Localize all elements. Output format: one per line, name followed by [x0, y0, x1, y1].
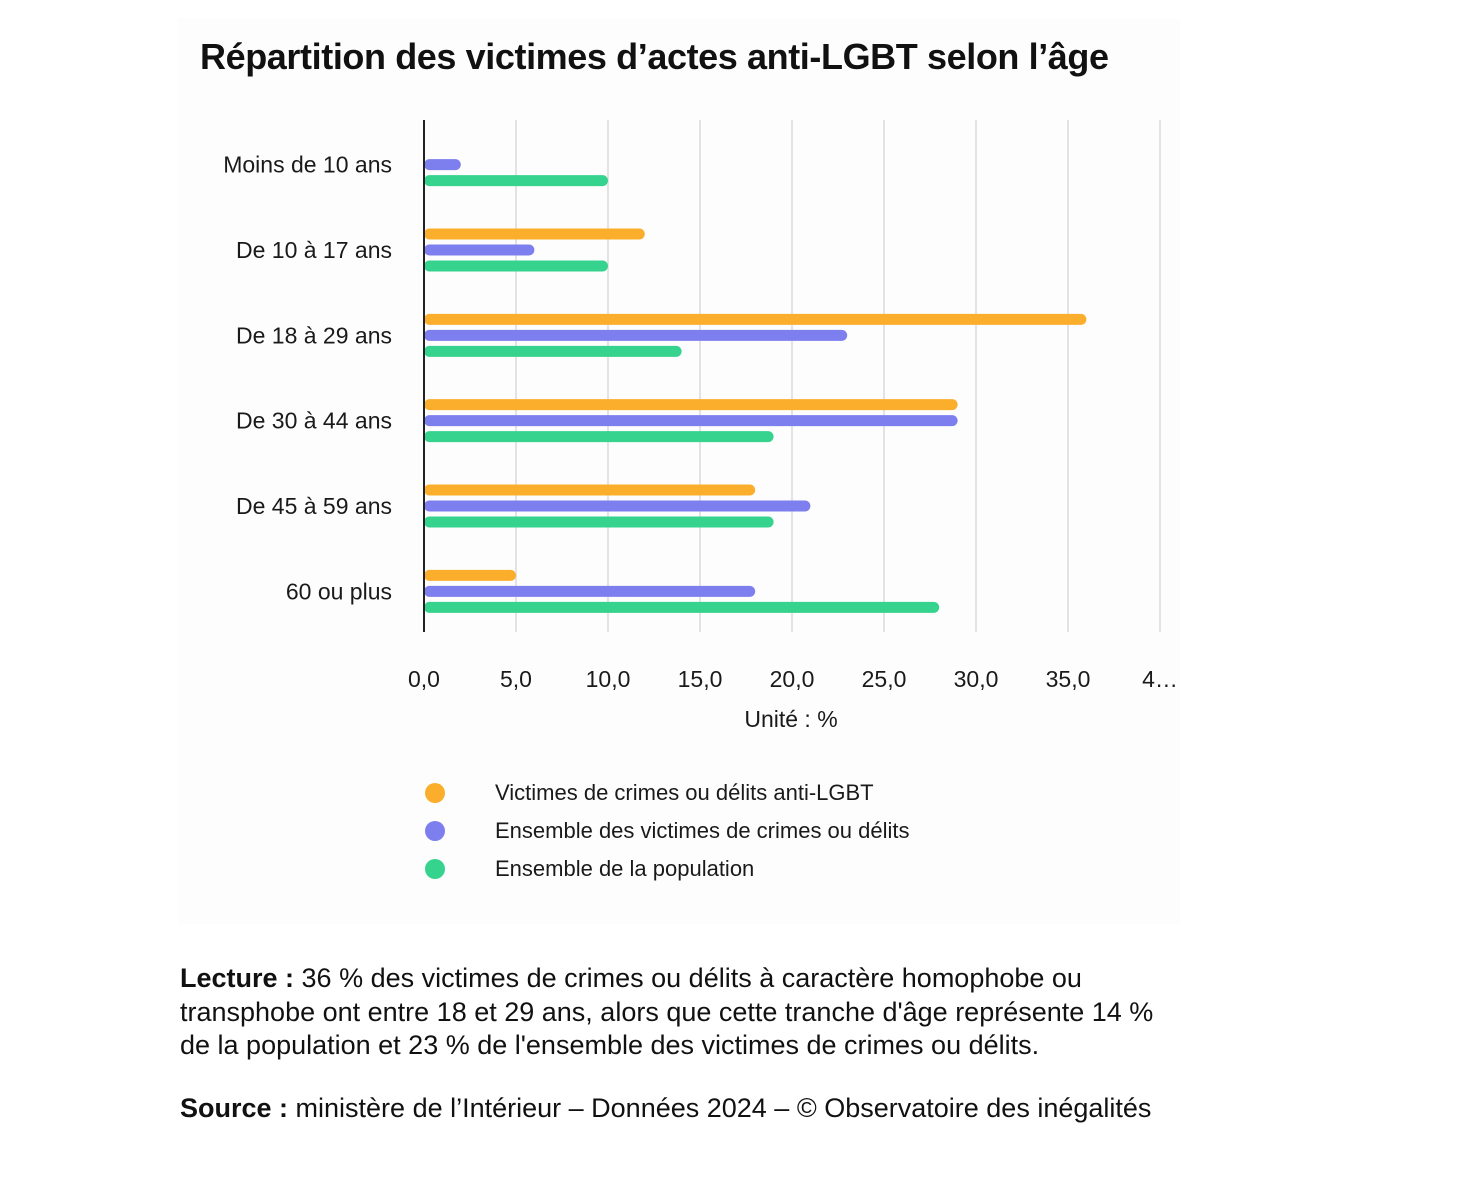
bar	[424, 228, 645, 240]
x-tick-label: 30,0	[954, 666, 999, 692]
lecture-note: Lecture : 36 % des victimes de crimes ou…	[180, 962, 1180, 1063]
lecture-text: 36 % des victimes de crimes ou délits à …	[180, 963, 1154, 1060]
source-label: Source :	[180, 1092, 289, 1123]
category-label: De 18 à 29 ans	[236, 322, 392, 348]
legend-label: Ensemble de la population	[495, 856, 755, 881]
x-tick-label: 25,0	[862, 666, 907, 692]
x-tick-label: 35,0	[1046, 666, 1091, 692]
legend-label: Victimes de crimes ou délits anti-LGBT	[495, 780, 874, 805]
bar	[424, 585, 756, 597]
legend: Victimes de crimes ou délits anti-LGBT En…	[424, 774, 910, 888]
bar	[424, 569, 516, 581]
x-tick-label: 0,0	[408, 666, 440, 692]
bar	[424, 516, 774, 528]
x-tick-label: 15,0	[678, 666, 723, 692]
bar	[424, 159, 461, 171]
category-label: De 45 à 59 ans	[236, 493, 392, 519]
category-labels: Moins de 10 ans De 10 à 17 ans De 18 à 29 …	[223, 152, 392, 605]
source-note: Source : ministère de l’Intérieur – Donn…	[180, 1092, 1180, 1126]
legend-label: Ensemble des victimes de crimes ou délit…	[495, 818, 910, 843]
tick-labels: 0,0 5,0 10,0 15,0 20,0 25,0 30,0 35,0 4…	[408, 666, 1178, 692]
gridlines	[515, 120, 1161, 632]
bar	[424, 244, 535, 256]
bars	[424, 159, 1087, 613]
bar	[424, 500, 811, 512]
x-tick-label: 10,0	[586, 666, 631, 692]
category-label: Moins de 10 ans	[223, 152, 392, 178]
x-tick-label: 20,0	[770, 666, 815, 692]
bar	[424, 345, 682, 357]
category-label: 60 ou plus	[286, 578, 392, 604]
category-label: De 10 à 17 ans	[236, 237, 392, 263]
legend-item: Victimes de crimes ou délits anti-LGBT	[424, 774, 874, 812]
bar-chart: Moins de 10 ans De 10 à 17 ans De 18 à 29 …	[223, 120, 1178, 732]
bar	[424, 399, 958, 411]
chart-card	[178, 18, 1180, 924]
lecture-label: Lecture :	[180, 963, 295, 993]
bar	[424, 484, 756, 496]
x-axis-title: Unité : %	[744, 706, 837, 732]
source-text: ministère de l’Intérieur – Données 2024 …	[288, 1092, 1152, 1123]
bar	[424, 260, 608, 272]
bar	[424, 601, 940, 613]
bar	[424, 175, 608, 187]
bar	[424, 415, 958, 427]
x-tick-label: 4…	[1142, 666, 1178, 692]
bar	[424, 313, 1087, 325]
chart-title: Répartition des victimes d’actes anti-LG…	[200, 36, 1109, 77]
bar	[424, 329, 848, 341]
bar	[424, 431, 774, 443]
x-tick-label: 5,0	[500, 666, 532, 692]
category-label: De 30 à 44 ans	[236, 408, 392, 434]
legend-swatch	[425, 783, 445, 803]
legend-swatch	[425, 859, 445, 879]
legend-swatch	[425, 821, 445, 841]
notes: Lecture : 36 % des victimes de crimes ou…	[180, 962, 1180, 1125]
legend-item: Ensemble de la population	[424, 850, 754, 888]
legend-item: Ensemble des victimes de crimes ou délit…	[424, 812, 910, 850]
